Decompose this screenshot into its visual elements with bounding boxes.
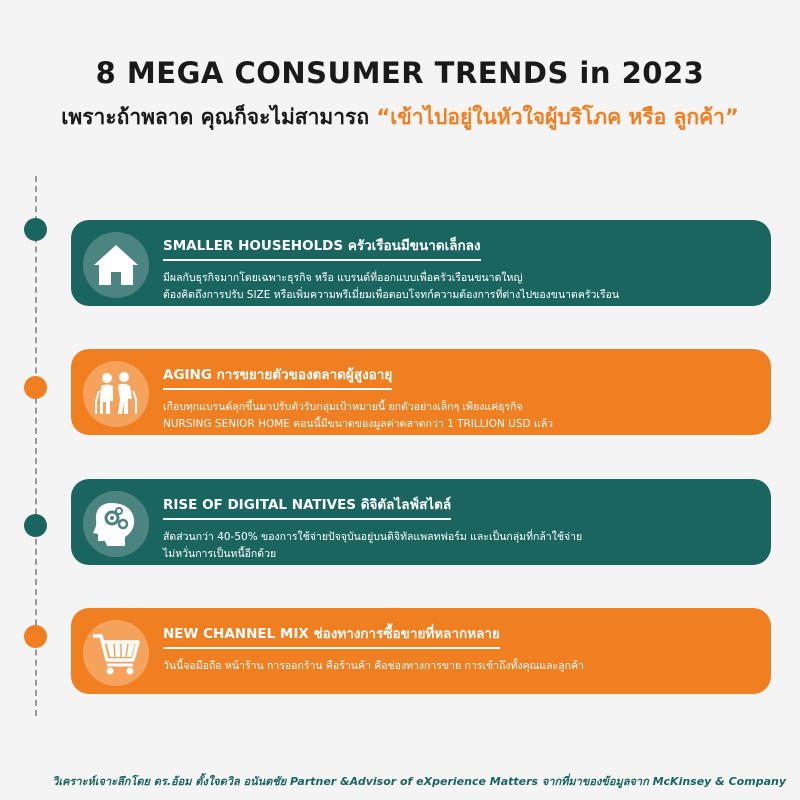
trend-title: SMALLER HOUSEHOLDS ครัวเรือนมีขนาดเล็กลง: [163, 234, 481, 261]
shopping-cart-icon: [83, 620, 149, 686]
elderly-couple-icon: [83, 361, 149, 427]
trend-card-aging: AGING การขยายตัวของตลาดผู้สูงอายุ เกือบท…: [71, 349, 771, 435]
trend-card-channel-mix: NEW CHANNEL MIX ช่องทางการซื้อขายที่หลาก…: [71, 608, 771, 694]
trend-line-1: สัดส่วนกว่า 40-50% ของการใช้จ่ายปัจจุบัน…: [163, 531, 583, 543]
house-icon: [83, 232, 149, 298]
trend-title: NEW CHANNEL MIX ช่องทางการซื้อขายที่หลาก…: [163, 622, 500, 649]
trend-title: RISE OF DIGITAL NATIVES ดิจิตัลไลฟ์สไตล์: [163, 493, 452, 520]
trend-line-2: ต้องคิดถึงการปรับ SIZE หรือเพิ่มความพรีเ…: [163, 289, 620, 301]
trend-line-1: มีผลกับธุรกิจมากโดยเฉพาะธุรกิจ หรือ แบรน…: [163, 272, 523, 284]
timeline-dot-4: [24, 625, 47, 648]
trend-line-1: เกือบทุกแบรนด์ลุกขึ้นมาปรับตัวรับกลุ่มเป…: [163, 401, 523, 413]
subtitle-main: เพราะถ้าพลาด คุณก็จะไม่สามารถ: [61, 105, 377, 129]
trend-line-1: วันนี้จอมือถือ หน้าร้าน การออกร้าน คือร้…: [163, 660, 584, 672]
timeline-dot-3: [24, 514, 47, 537]
page-subtitle: เพราะถ้าพลาด คุณก็จะไม่สามารถ “เข้าไปอยู…: [0, 101, 800, 134]
source-credit: วิเคราะห์เจาะลึกโดย ดร.อ้อม ตั้งใจดวิล อ…: [52, 775, 786, 788]
trend-card-smaller-households: SMALLER HOUSEHOLDS ครัวเรือนมีขนาดเล็กลง…: [71, 220, 771, 306]
subtitle-accent: “เข้าไปอยู่ในหัวใจผู้บริโภค หรือ ลูกค้า”: [376, 105, 739, 129]
trend-description: สัดส่วนกว่า 40-50% ของการใช้จ่ายปัจจุบัน…: [163, 529, 771, 563]
head-gears-icon: [83, 491, 149, 557]
trend-description: เกือบทุกแบรนด์ลุกขึ้นมาปรับตัวรับกลุ่มเป…: [163, 399, 771, 433]
trend-line-2: ไม่หวั่นการเป็นหนี้อีกด้วย: [163, 548, 277, 560]
page-title: 8 MEGA CONSUMER TRENDS in 2023: [95, 56, 705, 90]
timeline-dot-2: [24, 376, 47, 399]
trend-title: AGING การขยายตัวของตลาดผู้สูงอายุ: [163, 363, 393, 390]
trend-line-2: NURSING SENIOR HOME ตอนนี้มีขนาดของมูลค่…: [163, 418, 554, 430]
timeline-line: [35, 176, 37, 716]
trend-card-digital-natives: RISE OF DIGITAL NATIVES ดิจิตัลไลฟ์สไตล์…: [71, 479, 771, 565]
trend-description: มีผลกับธุรกิจมากโดยเฉพาะธุรกิจ หรือ แบรน…: [163, 270, 771, 304]
trend-description: วันนี้จอมือถือ หน้าร้าน การออกร้าน คือร้…: [163, 658, 771, 675]
timeline-dot-1: [24, 218, 47, 241]
